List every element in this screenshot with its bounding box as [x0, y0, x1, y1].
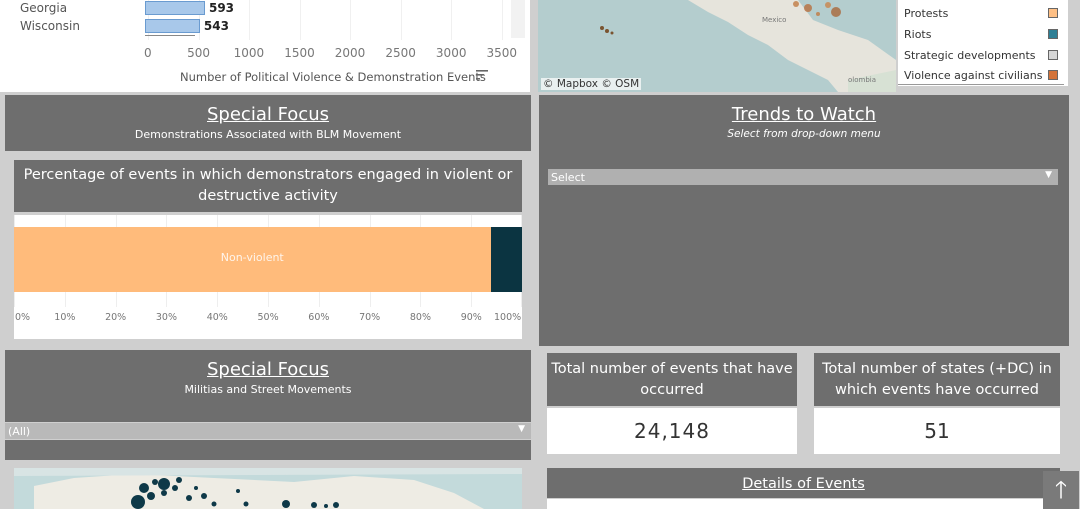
panel-spacer — [5, 440, 531, 460]
bar-violent[interactable] — [490, 227, 522, 292]
legend-divider — [898, 84, 1064, 85]
x-tick-label: 2000 — [334, 46, 366, 60]
bar-non-violent[interactable] — [14, 227, 491, 292]
bar-wisconsin[interactable] — [145, 19, 200, 33]
x-tick-label: 3000 — [435, 46, 467, 60]
map-graphic — [14, 468, 522, 509]
x-tick-label: 1000 — [233, 46, 265, 60]
chevron-down-icon: ▼ — [518, 424, 525, 434]
state-label: Georgia — [20, 1, 68, 15]
x-tick-label: 50% — [257, 312, 279, 323]
trends-title[interactable]: Trends to Watch — [731, 104, 877, 125]
special-focus-blm-header: Special Focus Demonstrations Associated … — [5, 95, 531, 151]
legend-swatch-violence[interactable] — [1048, 70, 1058, 80]
details-of-events-header[interactable]: Details of Events — [547, 468, 1060, 498]
bar-value: 593 — [208, 1, 235, 15]
map-label-mexico: Mexico — [762, 16, 787, 24]
gridline — [502, 0, 503, 40]
x-tick-label: 0% — [15, 312, 31, 323]
militia-filter-dropdown[interactable]: (All) ▼ — [5, 423, 531, 439]
x-tick-label: 20% — [105, 312, 127, 323]
x-tick-label: 10% — [54, 312, 76, 323]
total-events-label: Total number of events that have occurre… — [547, 353, 797, 406]
map-graphic — [538, 0, 896, 92]
map-label-colombia: olombia — [848, 76, 877, 84]
special-focus-title[interactable]: Special Focus — [207, 104, 329, 125]
gridline — [249, 0, 251, 40]
partial-bar — [145, 35, 195, 36]
violent-percentage-chart: Non-violent 0% 10% 20% 30% 40% 50% 60% 70% 80% 90… — [14, 215, 522, 339]
x-tick-label: 0 — [144, 46, 152, 60]
militia-map[interactable] — [14, 468, 522, 509]
x-tick-label: 1500 — [284, 46, 315, 60]
legend-label[interactable]: Riots — [904, 28, 932, 41]
trends-subtitle: Select from drop-down menu — [727, 128, 881, 140]
event-map[interactable]: Mexico olombia © Mapbox © OSM — [538, 0, 896, 92]
x-tick-label: 70% — [359, 312, 381, 323]
state-label: Wisconsin — [20, 19, 80, 33]
state-events-bar-chart: Georgia Wisconsin 593 543 0 500 1000 1500 20… — [0, 0, 530, 92]
legend: Protests Riots Strategic developments Vi… — [898, 0, 1068, 86]
details-table — [547, 499, 1060, 509]
gridline — [451, 0, 453, 40]
arrow-up-icon: 🡑 — [1054, 476, 1068, 504]
bar-georgia[interactable] — [145, 1, 205, 15]
special-focus-subtitle: Demonstrations Associated with BLM Movem… — [134, 128, 402, 141]
bar-value: 543 — [203, 19, 229, 33]
legend-swatch-strategic[interactable] — [1048, 50, 1058, 60]
chevron-down-icon: ▼ — [1045, 170, 1052, 180]
special-focus-title[interactable]: Special Focus — [207, 359, 329, 380]
legend-swatch-protests[interactable] — [1048, 8, 1058, 18]
x-tick-label: 3500 — [486, 46, 518, 60]
scroll-to-top-button[interactable]: 🡑 — [1043, 471, 1079, 509]
gridline — [299, 0, 301, 40]
chart-title: Percentage of events in which demonstrat… — [14, 160, 522, 212]
x-tick-label: 90% — [460, 312, 482, 323]
sort-icon[interactable] — [476, 70, 488, 80]
x-tick-label: 60% — [308, 312, 330, 323]
legend-label[interactable]: Violence against civilians — [904, 69, 1043, 82]
x-tick-label: 500 — [187, 46, 210, 60]
special-focus-militias-header: Special Focus Militias and Street Moveme… — [5, 350, 531, 422]
total-states-label: Total number of states (+DC) in which ev… — [814, 353, 1060, 406]
x-tick-label: 2500 — [385, 46, 416, 60]
legend-label[interactable]: Strategic developments — [904, 49, 1036, 62]
trends-dropdown[interactable]: Select ▼ — [548, 169, 1058, 185]
x-axis-title: Number of Political Violence & Demonstra… — [180, 70, 486, 84]
dropdown-value: (All) — [8, 425, 31, 438]
scrollbar[interactable] — [511, 0, 525, 38]
gridline — [350, 0, 352, 40]
x-tick-label: 80% — [409, 312, 432, 323]
dropdown-value: Select — [551, 171, 585, 184]
special-focus-subtitle: Militias and Street Movements — [184, 383, 352, 396]
trends-panel: Trends to Watch Select from drop-down me… — [539, 95, 1069, 346]
gridline — [400, 0, 402, 40]
bar-label: Non-violent — [220, 251, 284, 264]
x-tick-label: 30% — [155, 312, 178, 323]
x-tick-label: 40% — [206, 312, 228, 323]
total-events-value: 24,148 — [547, 408, 797, 454]
legend-label[interactable]: Protests — [904, 7, 949, 20]
legend-swatch-riots[interactable] — [1048, 29, 1058, 39]
map-credit[interactable]: © Mapbox © OSM — [541, 78, 642, 90]
x-tick-label: 100% — [494, 312, 522, 323]
total-states-value: 51 — [814, 408, 1060, 454]
